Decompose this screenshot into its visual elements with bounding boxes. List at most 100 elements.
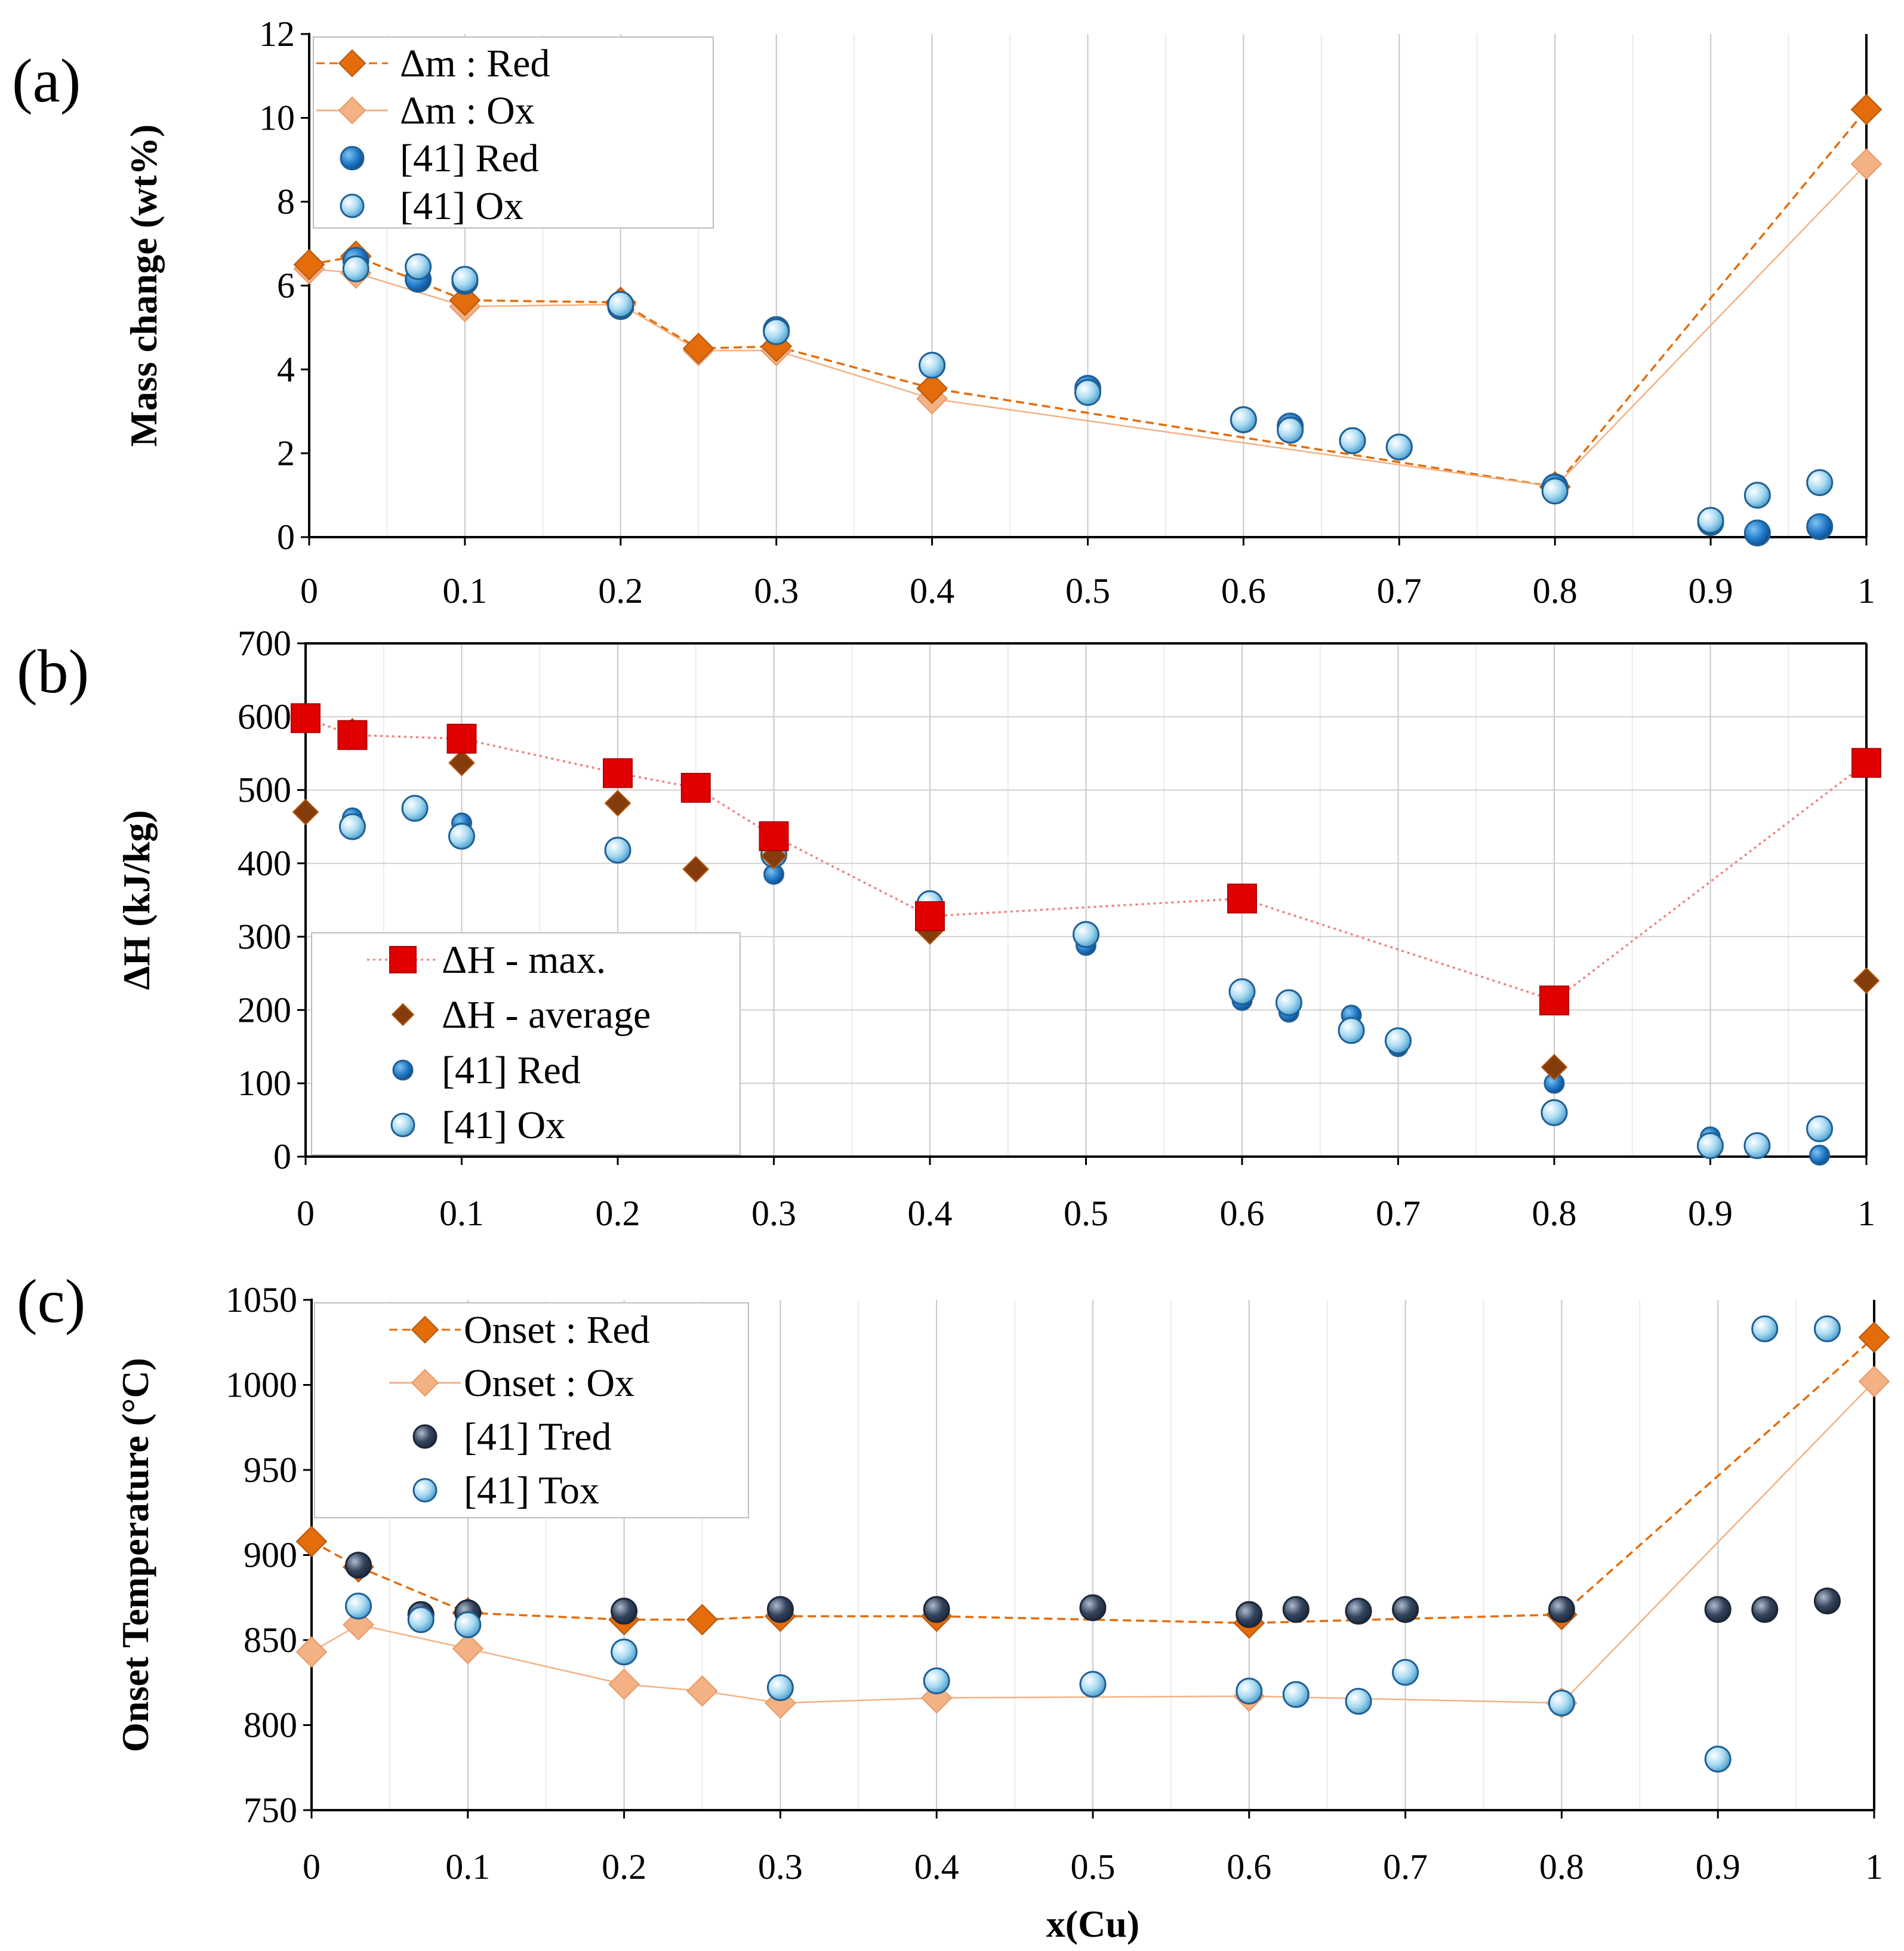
data-point bbox=[1850, 148, 1883, 180]
data-point bbox=[1850, 94, 1883, 125]
data-point bbox=[1851, 748, 1881, 778]
data-point bbox=[763, 318, 790, 346]
data-point bbox=[345, 1552, 372, 1579]
data-point bbox=[1806, 513, 1834, 540]
data-point bbox=[295, 1525, 328, 1558]
data-point bbox=[611, 1638, 638, 1666]
data-point bbox=[1697, 1132, 1724, 1160]
data-point bbox=[766, 1674, 794, 1702]
x-tick-label: 0.2 bbox=[596, 1194, 640, 1233]
data-point bbox=[680, 773, 711, 803]
data-point bbox=[1806, 469, 1834, 497]
x-tick-label: 0.6 bbox=[1227, 1847, 1271, 1887]
legend-marker-4 bbox=[412, 1478, 438, 1503]
data-point bbox=[295, 1636, 328, 1668]
x-tick-label: 0.1 bbox=[445, 1847, 490, 1887]
legend-marker-4 bbox=[340, 193, 365, 218]
legend-label-4: [41] Tox bbox=[464, 1469, 599, 1512]
x-tick-label: 0.5 bbox=[1065, 571, 1110, 611]
data-point bbox=[1697, 507, 1724, 534]
legend-label-3: [41] Tred bbox=[464, 1415, 612, 1459]
x-tick-label: 0.3 bbox=[751, 1194, 796, 1233]
data-point bbox=[1539, 985, 1569, 1016]
y-tick-label: 950 bbox=[244, 1450, 297, 1490]
legend-marker-1 bbox=[389, 946, 417, 973]
data-point bbox=[1853, 967, 1880, 994]
data-point bbox=[1282, 1596, 1310, 1623]
y-tick-label: 100 bbox=[238, 1064, 291, 1103]
y-tick-label: 8 bbox=[277, 182, 295, 221]
x-tick-label: 0.1 bbox=[439, 1194, 484, 1233]
data-point bbox=[1392, 1596, 1419, 1623]
series-line-2 bbox=[311, 1380, 1875, 1704]
y-tick-label: 850 bbox=[244, 1620, 297, 1660]
x-tick-label: 0.9 bbox=[1696, 1847, 1740, 1887]
data-point bbox=[1073, 921, 1099, 948]
x-tick-label: 1 bbox=[1865, 1847, 1883, 1887]
panel-label: (b) bbox=[17, 637, 89, 706]
chart-panel-2: 0 100 200 300 400 500 600 700 0 0.1 0.2 0.3 0.4 0.5 0.… bbox=[17, 624, 1881, 1233]
y-tick-label: 0 bbox=[277, 517, 295, 557]
data-point bbox=[611, 1598, 638, 1625]
data-point bbox=[292, 799, 319, 825]
series-4-points bbox=[345, 1315, 1841, 1773]
data-point bbox=[1541, 1099, 1568, 1126]
y-axis-title: Mass change (wt%) bbox=[122, 124, 165, 446]
x-tick-label: 0.5 bbox=[1064, 1194, 1108, 1233]
data-point bbox=[682, 332, 714, 365]
data-point bbox=[1385, 1027, 1412, 1055]
legend-label-4: [41] Ox bbox=[442, 1104, 565, 1147]
data-point bbox=[1227, 883, 1257, 914]
data-point bbox=[923, 1596, 950, 1623]
data-point bbox=[1751, 1596, 1779, 1623]
x-tick-label: 0.7 bbox=[1377, 571, 1422, 611]
data-point bbox=[1743, 482, 1771, 509]
data-point bbox=[454, 1611, 482, 1638]
y-tick-label: 600 bbox=[238, 697, 291, 736]
x-tick-label: 0.9 bbox=[1688, 1194, 1733, 1233]
data-point bbox=[1079, 1670, 1107, 1698]
legend-marker-3 bbox=[392, 1059, 414, 1081]
legend-box bbox=[311, 932, 741, 1155]
y-tick-label: 2 bbox=[277, 434, 295, 473]
data-point bbox=[916, 372, 948, 405]
data-point bbox=[293, 248, 325, 281]
data-point bbox=[603, 758, 633, 788]
y-tick-label: 700 bbox=[238, 624, 291, 663]
data-point bbox=[1282, 1681, 1310, 1708]
legend-marker-1 bbox=[411, 1315, 439, 1344]
data-point bbox=[686, 1604, 718, 1636]
x-tick-label: 0.4 bbox=[914, 1847, 959, 1887]
series-line-1 bbox=[305, 717, 1868, 1002]
legend-marker-3 bbox=[412, 1424, 438, 1449]
legend-label-2: ΔH - average bbox=[442, 993, 651, 1037]
data-point bbox=[1858, 1321, 1890, 1354]
data-point bbox=[1743, 519, 1771, 547]
legend-marker-2 bbox=[391, 1003, 415, 1027]
legend-label-1: Onset : Red bbox=[464, 1308, 650, 1352]
data-point bbox=[682, 855, 710, 883]
x-tick-label: 0.2 bbox=[598, 571, 643, 611]
data-point bbox=[1236, 1601, 1263, 1628]
data-point bbox=[1074, 379, 1101, 406]
y-axis-title: ΔH (kJ/kg) bbox=[115, 810, 158, 990]
y-tick-label: 750 bbox=[244, 1790, 297, 1830]
x-tick-label: 0.3 bbox=[758, 1847, 803, 1887]
y-axis-title: Onset Temperature (°C) bbox=[114, 1358, 156, 1752]
data-point bbox=[1079, 1594, 1107, 1622]
data-point bbox=[686, 1675, 718, 1707]
legend-label-4: [41] Ox bbox=[400, 184, 523, 228]
legend-marker-3 bbox=[340, 146, 365, 171]
y-tick-label: 6 bbox=[277, 266, 295, 306]
y-tick-label: 10 bbox=[259, 98, 295, 138]
data-point bbox=[452, 1632, 484, 1665]
legend-marker-2 bbox=[411, 1369, 439, 1397]
data-point bbox=[1230, 406, 1257, 433]
data-point bbox=[405, 253, 432, 281]
data-point bbox=[766, 1596, 794, 1623]
legend: Onset : Red Onset : Ox [41] Tred [41] Tox bbox=[314, 1302, 749, 1518]
x-tick-label: 0 bbox=[300, 571, 318, 611]
y-tick-label: 12 bbox=[259, 14, 295, 54]
